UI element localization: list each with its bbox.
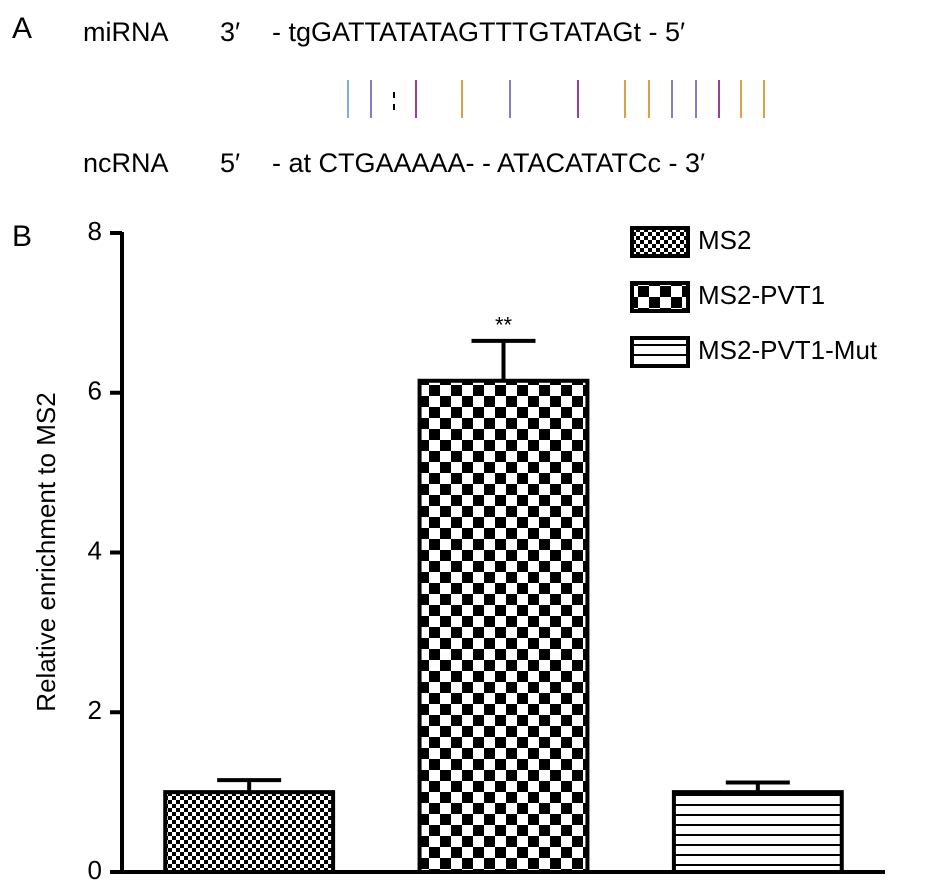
bar: [417, 378, 590, 874]
pairing-lines: [347, 80, 765, 118]
legend-label: MS2-PVT1: [698, 280, 825, 310]
y-tick-label: 0: [88, 855, 102, 885]
y-axis-label: Relative enrichment to MS2: [31, 392, 61, 711]
row-name: miRNA: [83, 17, 169, 47]
annotation: **: [495, 313, 513, 338]
y-tick-label: 6: [88, 376, 102, 406]
row-name: ncRNA: [83, 148, 169, 178]
panel-label: A: [12, 12, 32, 45]
bar: [163, 790, 336, 874]
row-end: 3′: [220, 17, 240, 47]
y-tick-label: 2: [88, 695, 102, 725]
row-end: 5′: [220, 148, 240, 178]
legend-label: MS2: [698, 225, 751, 255]
legend-swatch: [630, 226, 690, 258]
legend-swatch: [630, 281, 690, 313]
panel-label: B: [12, 220, 32, 253]
legend-label: MS2-PVT1-Mut: [698, 335, 878, 365]
y-tick-label: 4: [88, 535, 102, 565]
sequence: - at CTGAAAAA- - ATACATATCc - 3′: [272, 148, 705, 178]
bar: [671, 790, 844, 874]
y-tick-label: 8: [88, 216, 102, 246]
legend-swatch: [630, 336, 690, 368]
sequence: - tgGATTATATAGTTTGTATAGt - 5′: [272, 17, 685, 47]
